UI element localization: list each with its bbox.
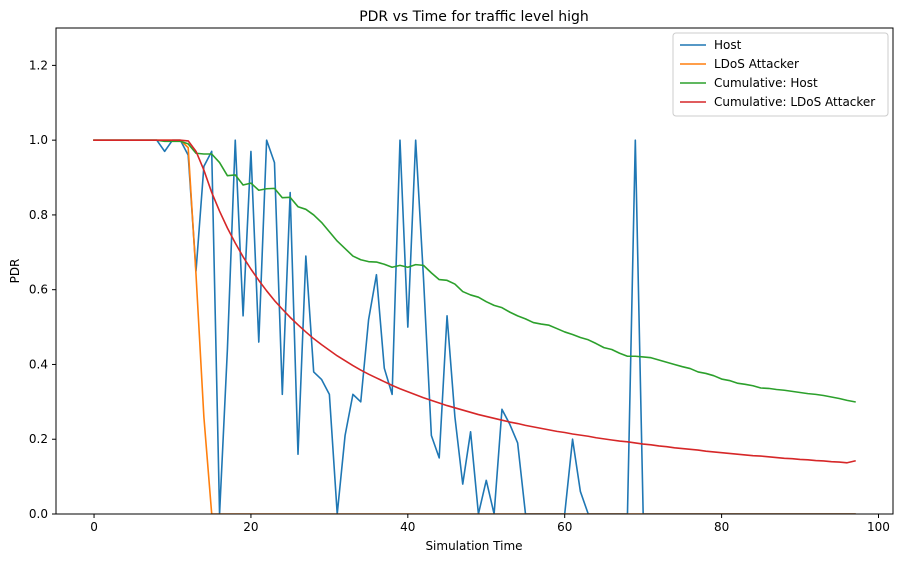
legend-label: LDoS Attacker xyxy=(714,57,799,71)
plot-area xyxy=(55,27,894,515)
y-tick-label: 0.6 xyxy=(29,283,48,297)
legend-items: Host LDoS Attacker Cumulative: Host Cumulat… xyxy=(680,38,875,109)
series-layer xyxy=(93,139,856,514)
series-line-3 xyxy=(93,139,856,403)
x-tick-label: 0 xyxy=(90,520,98,534)
x-tick-label: 40 xyxy=(400,520,415,534)
series-line-4 xyxy=(93,139,856,464)
y-tick-label: 0.0 xyxy=(29,507,48,521)
legend-label: Cumulative: Host xyxy=(714,76,818,90)
y-tick-label: 1.0 xyxy=(29,133,48,147)
y-tick-label: 1.2 xyxy=(29,58,48,72)
x-axis: 0 20 40 60 80 100 xyxy=(90,514,890,534)
y-tick-label: 0.2 xyxy=(29,432,48,446)
y-axis: 0.0 0.2 0.4 0.6 0.8 1.0 1.2 xyxy=(29,58,56,521)
y-tick-label: 0.4 xyxy=(29,357,48,371)
legend-label: Host xyxy=(714,38,742,52)
x-tick-label: 20 xyxy=(243,520,258,534)
x-tick-label: 60 xyxy=(557,520,572,534)
y-tick-label: 0.8 xyxy=(29,208,48,222)
legend-box xyxy=(672,32,889,117)
series-line-1 xyxy=(93,139,856,514)
plot-frame xyxy=(55,27,894,515)
y-axis-label: PDR xyxy=(8,259,22,284)
x-tick-label: 100 xyxy=(867,520,890,534)
chart-title: PDR vs Time for traffic level high xyxy=(359,9,589,25)
x-axis-label: Simulation Time xyxy=(425,539,522,553)
legend: Host LDoS Attacker Cumulative: Host Cumulat… xyxy=(672,32,889,117)
legend-label: Cumulative: LDoS Attacker xyxy=(714,95,875,109)
x-tick-label: 80 xyxy=(714,520,729,534)
